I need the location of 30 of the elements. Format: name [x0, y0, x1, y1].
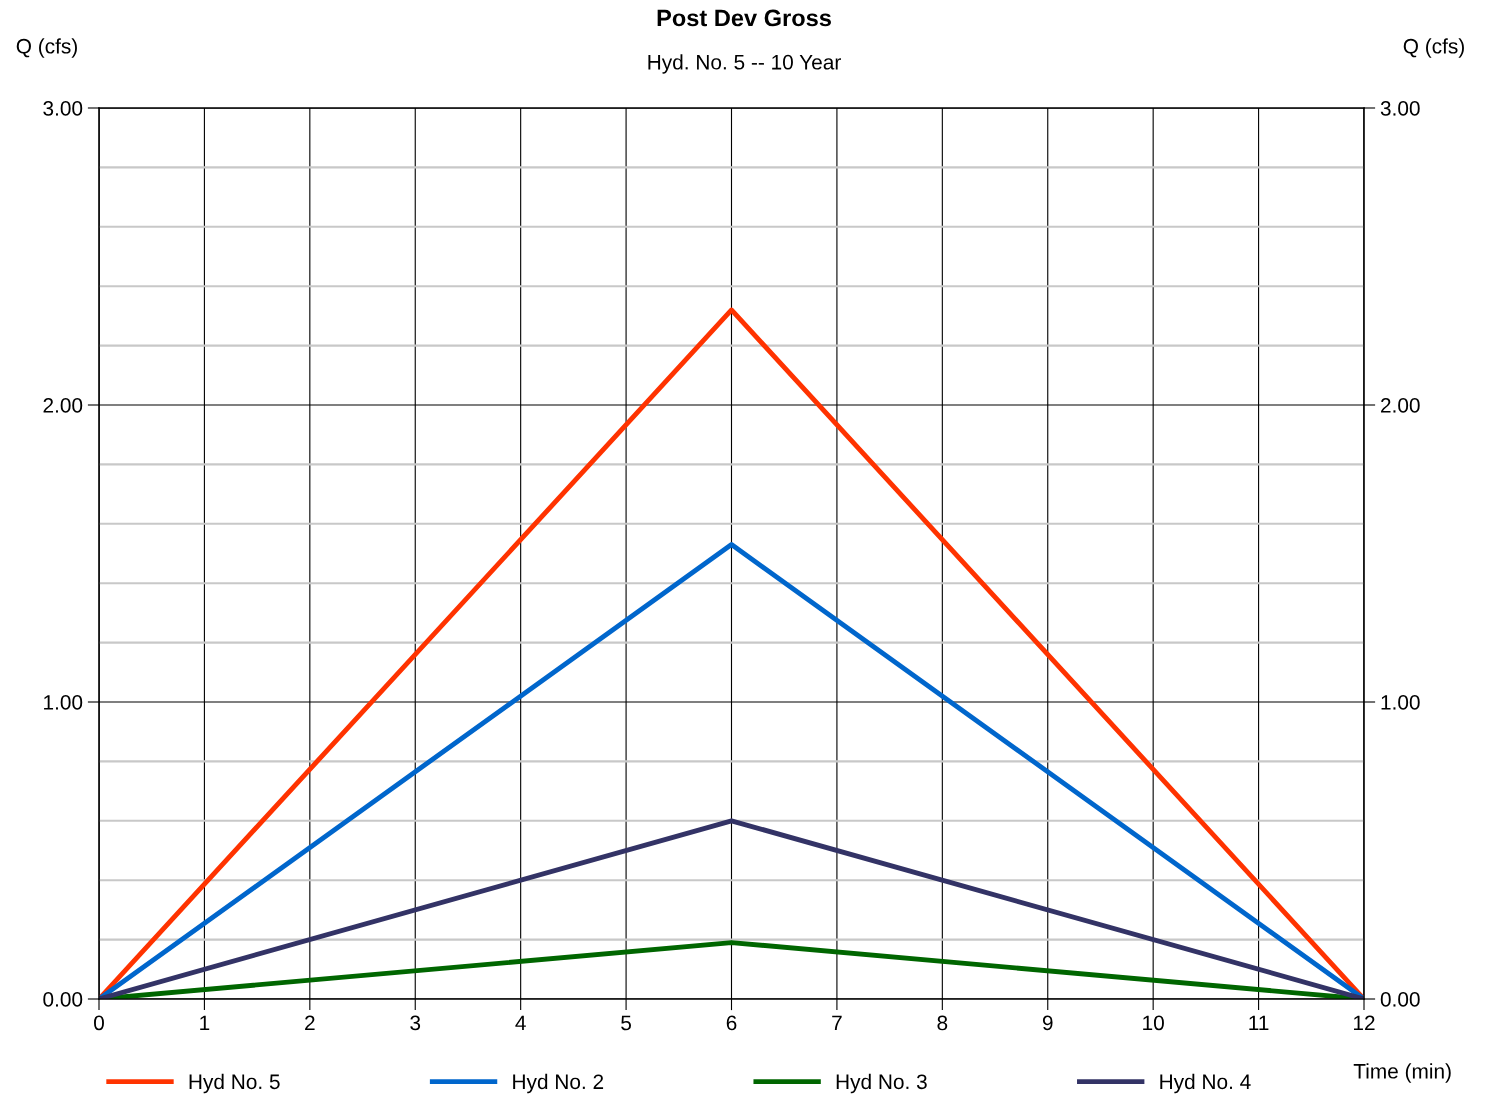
x-tick-label: 1 — [200, 1015, 210, 1031]
y-tick-label: 1.00 — [44, 695, 83, 710]
x-tick-label: 5 — [621, 1015, 631, 1031]
y2-tick-label: 3.00 — [1380, 101, 1420, 116]
x-tick-label: 12 — [1354, 1015, 1375, 1031]
y-axis-title: Q (cfs) — [16, 38, 77, 58]
x-tick-label: 7 — [832, 1015, 842, 1031]
chart-subtitle: Hyd. No. 5 -- 10 Year — [648, 54, 841, 74]
x-tick-label: 6 — [726, 1015, 737, 1031]
x-tick-label: 11 — [1249, 1015, 1269, 1031]
x-tick-label: 3 — [410, 1015, 421, 1031]
y2-tick-label: 1.00 — [1381, 695, 1420, 710]
y2-axis-title: Q (cfs) — [1403, 38, 1464, 58]
y-tick-label: 2.00 — [43, 398, 83, 413]
legend-label: Hyd No. 3 — [836, 1073, 927, 1094]
x-tick-label: 4 — [515, 1015, 526, 1031]
y2-tick-label: 2.00 — [1381, 398, 1420, 413]
y2-tick-label: 0.00 — [1380, 992, 1420, 1007]
x-tick-label: 9 — [1042, 1015, 1053, 1031]
x-tick-label: 2 — [305, 1015, 315, 1031]
y-tick-label: 3.00 — [43, 101, 83, 116]
x-tick-label: 0 — [94, 1015, 104, 1031]
x-tick-label: 8 — [937, 1015, 948, 1031]
legend-label: Hyd No. 2 — [513, 1073, 604, 1094]
y-tick-label: 0.00 — [43, 992, 83, 1007]
legend-label: Hyd No. 5 — [189, 1073, 280, 1094]
x-tick-label: 10 — [1143, 1015, 1164, 1031]
x-axis-title: Time (min) — [1353, 1063, 1451, 1083]
legend-label: Hyd No. 4 — [1160, 1073, 1251, 1094]
chart-title: Post Dev Gross — [657, 9, 831, 27]
